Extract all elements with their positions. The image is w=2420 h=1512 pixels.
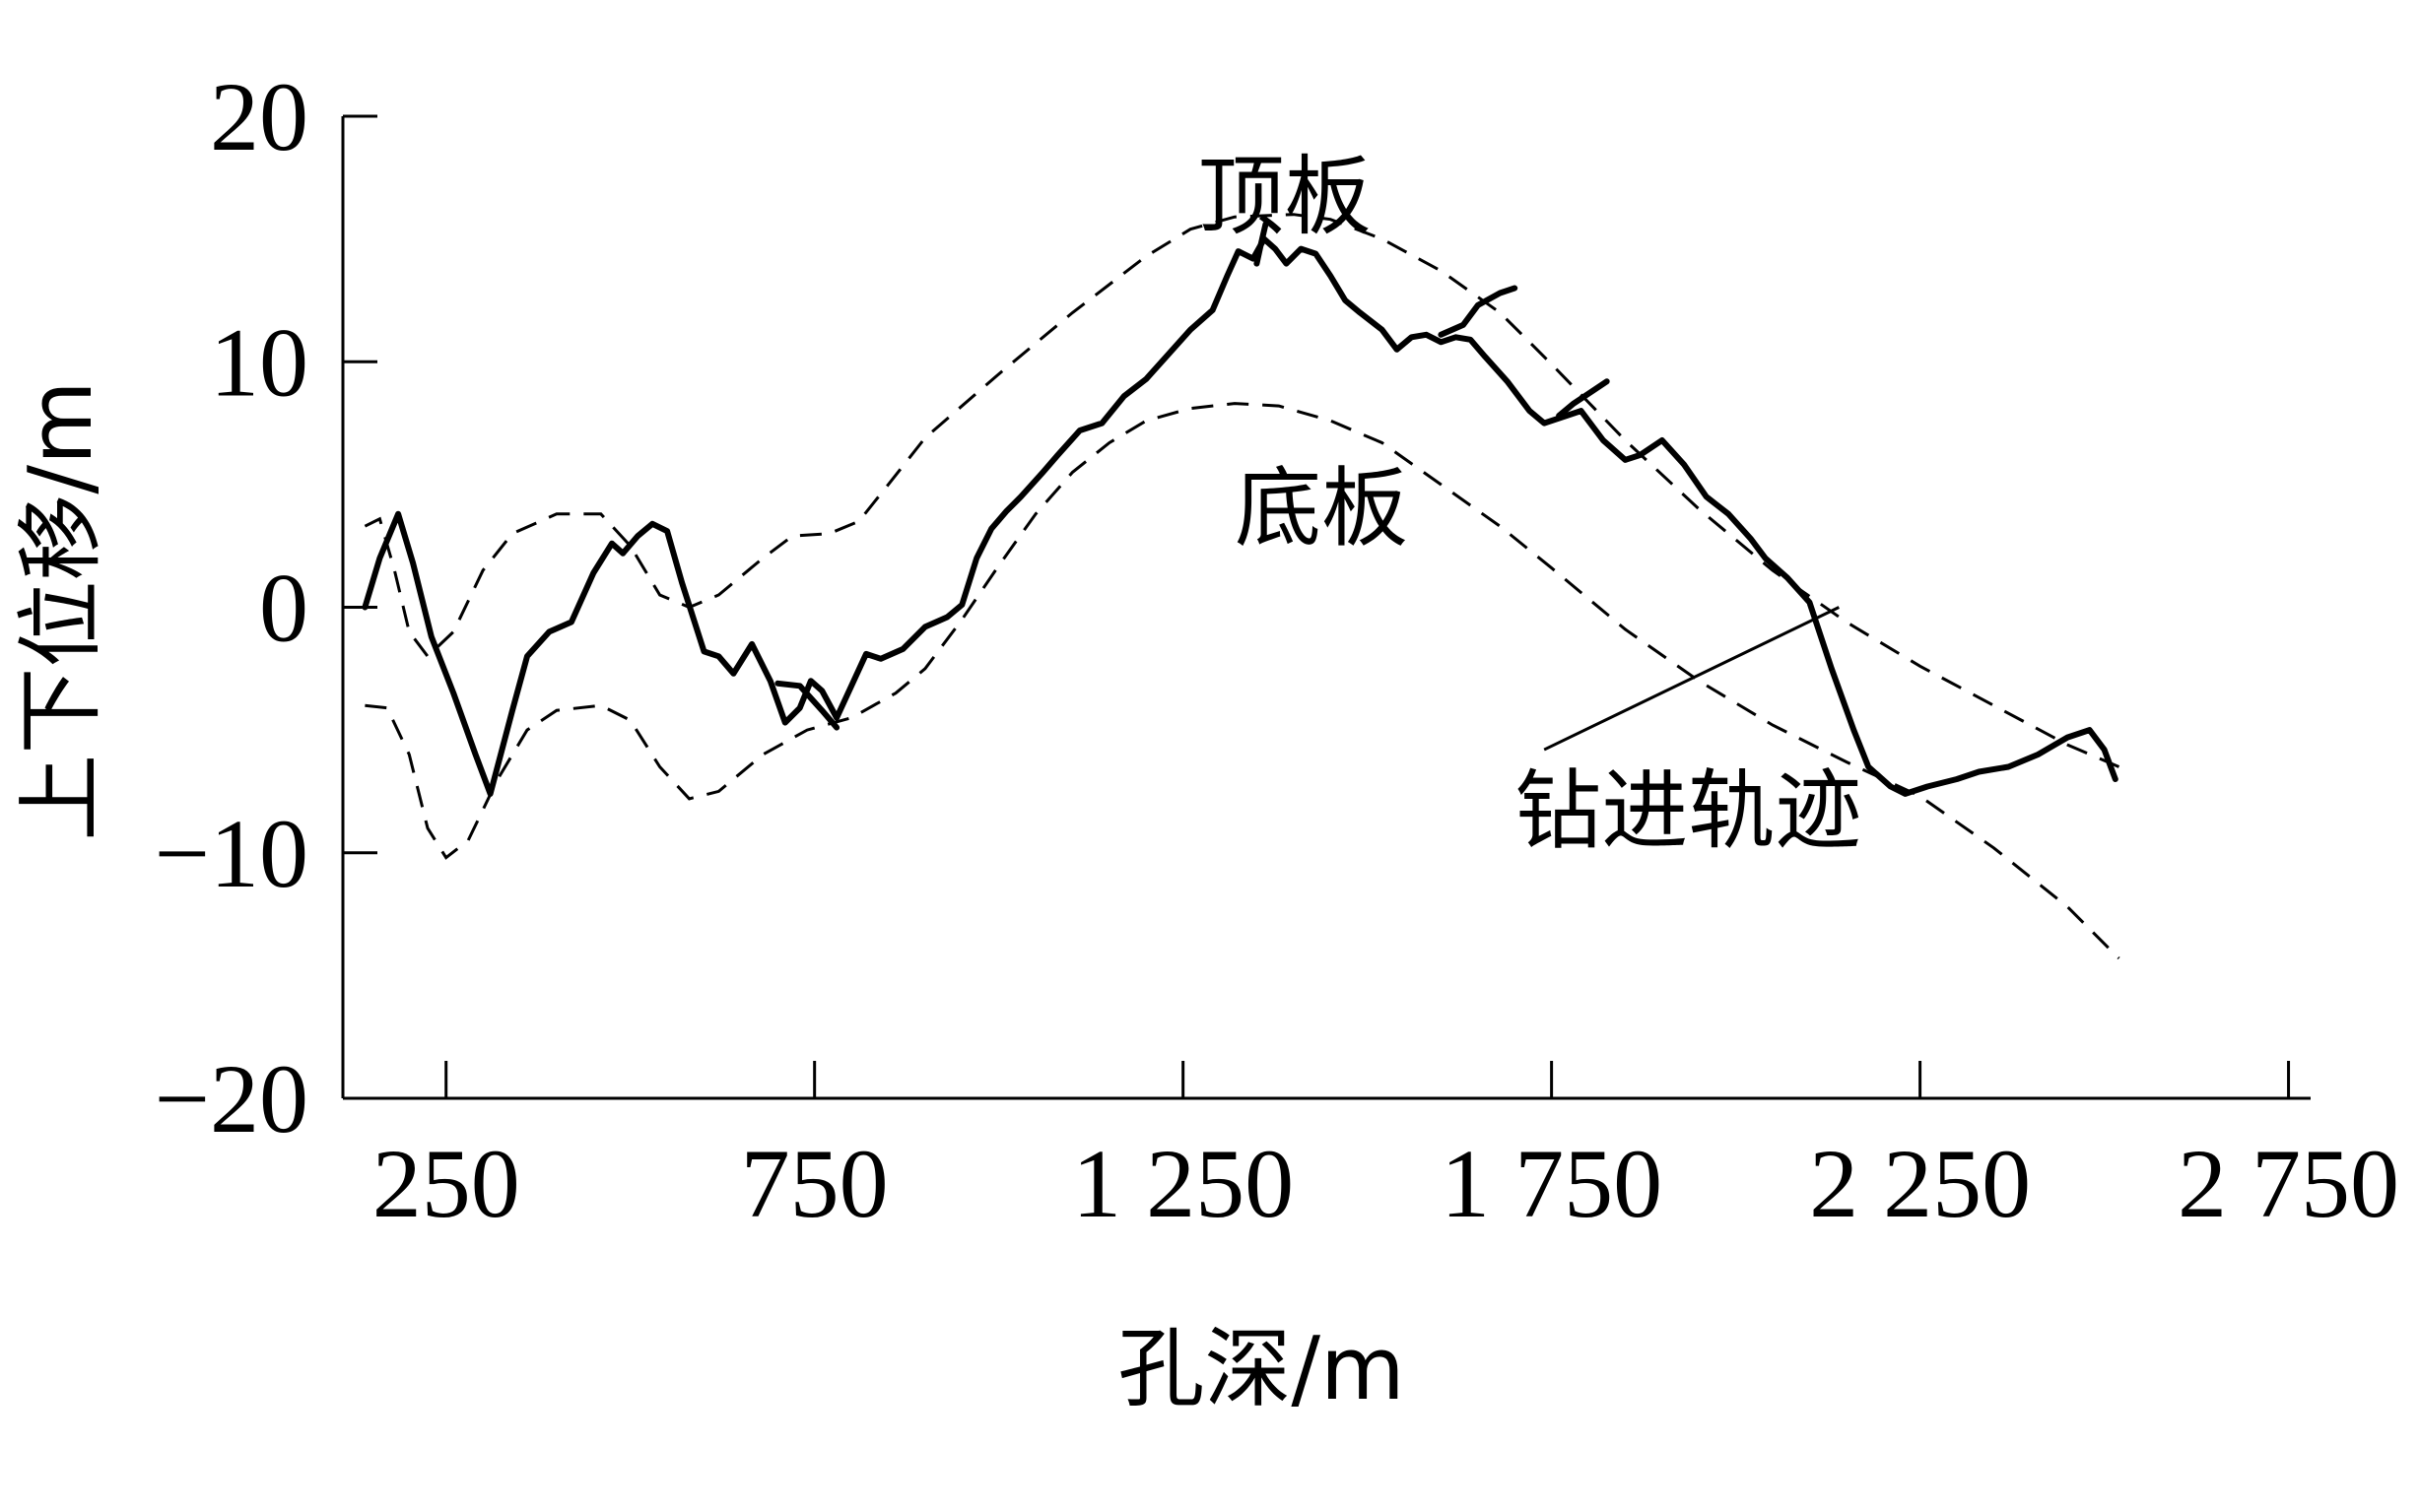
x-tick-label: 2 250 bbox=[1809, 1129, 2031, 1238]
x-tick-label: 1 750 bbox=[1441, 1129, 1662, 1238]
x-tick-label: 2 750 bbox=[2178, 1129, 2399, 1238]
y-tick-label: 0 bbox=[259, 554, 308, 663]
axes bbox=[341, 116, 2311, 1100]
y-tick-label: −20 bbox=[155, 1044, 308, 1153]
drilling-trajectory-branch bbox=[1253, 221, 1269, 267]
y-axis-title: 上下位移/m bbox=[10, 380, 111, 840]
drilling-trajectory-line bbox=[362, 235, 2118, 797]
drilling-trajectory-branch bbox=[1556, 378, 1610, 420]
y-tick-label: 20 bbox=[210, 62, 308, 171]
ticks: 20 10 0 −10 −20 250 750 1 250 1 750 2 250 2 750 bbox=[155, 62, 2399, 1238]
annotation-label: 钻进轨迹 bbox=[1514, 759, 1861, 861]
plot-area bbox=[362, 213, 2120, 959]
x-tick-label: 750 bbox=[741, 1129, 889, 1238]
floor-boundary-line bbox=[365, 402, 2120, 959]
y-tick-label: 10 bbox=[210, 307, 308, 417]
y-tick-label: −10 bbox=[155, 799, 308, 908]
x-tick-label: 1 250 bbox=[1072, 1129, 1294, 1238]
annotation-label: 顶板 bbox=[1198, 146, 1372, 247]
annotation-label: 底板 bbox=[1235, 458, 1408, 559]
x-tick-label: 250 bbox=[372, 1129, 520, 1238]
x-axis-title: 孔深/m bbox=[1117, 1318, 1404, 1419]
drilling-trajectory-branch bbox=[1438, 285, 1518, 338]
drilling-trajectory-branch bbox=[774, 680, 840, 731]
annotation-leader-line bbox=[1543, 606, 1840, 752]
